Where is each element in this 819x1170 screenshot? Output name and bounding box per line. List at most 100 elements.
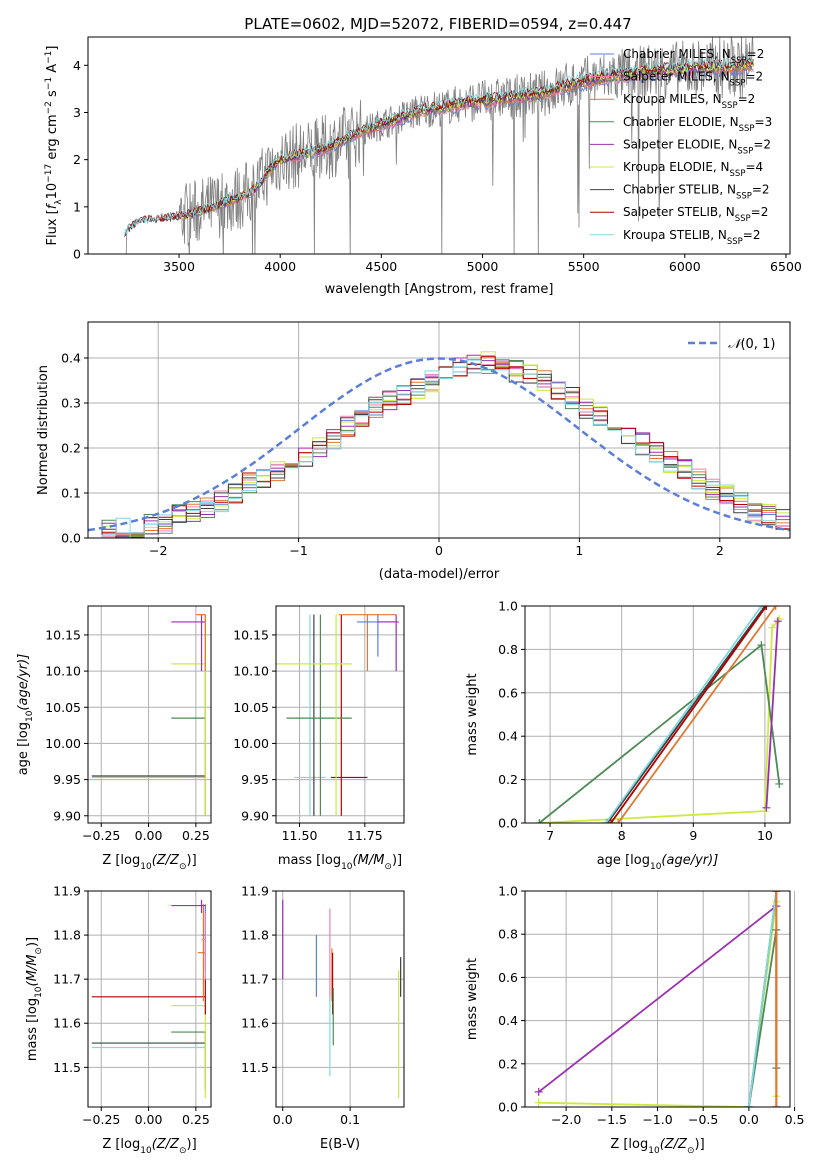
weight-line-salpeter_elodie bbox=[538, 905, 777, 1093]
legend-label: Kroupa MILES, NSSP=2 bbox=[623, 92, 755, 111]
x-tick-label: 0.0 bbox=[273, 1112, 293, 1127]
weight-marker-kroupa_stelib bbox=[601, 819, 610, 823]
y-tick-label: 0 bbox=[73, 247, 81, 262]
y-tick-label: 11.9 bbox=[53, 884, 81, 899]
label-part: 10 bbox=[341, 862, 353, 872]
label-part: Flux [ bbox=[45, 209, 60, 245]
legend-label-text: Salpeter MILES, N bbox=[623, 70, 730, 84]
age_vs_Z-points bbox=[91, 614, 206, 816]
y-tick-label: 0.4 bbox=[498, 1013, 518, 1028]
spectrum-axes: 3500 4000 4500 5000 5500 6000 6500 0 1 2 3 4 Chabrie… bbox=[44, 36, 802, 297]
label-part: (M/M bbox=[353, 853, 385, 868]
legend-label-text: Kroupa ELODIE, N bbox=[623, 160, 730, 174]
y-axis-label: mass weight bbox=[465, 958, 480, 1040]
legend-label-sub: SSP bbox=[739, 124, 755, 134]
y-tick-label: 9.90 bbox=[53, 808, 81, 823]
label-part: 10 bbox=[34, 986, 44, 998]
x-tick-label: −1.0 bbox=[642, 1112, 672, 1127]
label-part: ⊙ bbox=[179, 1146, 187, 1156]
label-part: (Z/Z bbox=[152, 853, 180, 868]
legend-label-eq: =4 bbox=[745, 160, 763, 174]
massweight_vs_Z-axes: −2.0 −1.5 −1.0 −0.5 0.0 0.5 0.0 0.2 0.4 0.6 0.8 1.0… bbox=[465, 884, 805, 1157]
y-axis-label: Flux [fλ10−17 erg cm−2 s−1 A−1] bbox=[44, 46, 64, 246]
label-part: (Z/Z bbox=[660, 1137, 688, 1152]
y-tick-label: 1.0 bbox=[498, 599, 518, 614]
legend-label-text: Kroupa STELIB, N bbox=[623, 228, 727, 242]
axes-frame bbox=[87, 605, 212, 824]
legend-label: Salpeter ELODIE, NSSP=2 bbox=[623, 137, 771, 156]
weight-marker-salpeter_elodie bbox=[762, 803, 771, 812]
label-part: ] bbox=[45, 46, 60, 51]
legend-label-sub: SSP bbox=[727, 237, 743, 247]
y-tick-label: 10.00 bbox=[45, 736, 81, 751]
label-part: )] bbox=[695, 1137, 705, 1152]
x-tick-label: 6500 bbox=[770, 259, 802, 274]
y-tick-label: 0.1 bbox=[61, 486, 81, 501]
y-axis-label: mass [log10(M/M⊙)] bbox=[25, 937, 44, 1061]
y-tick-label: 10.15 bbox=[45, 627, 81, 642]
label-part: s bbox=[45, 90, 60, 101]
x-tick-label: −0.25 bbox=[82, 828, 120, 843]
x-tick-label: 5500 bbox=[568, 259, 600, 274]
x-tick-label: 0.25 bbox=[182, 828, 210, 843]
y-tick-label: 10.05 bbox=[233, 700, 269, 715]
x-axis-label: Z [log10(Z/Z⊙)] bbox=[102, 1137, 196, 1156]
x-tick-label: 10 bbox=[757, 828, 773, 843]
x-tick-label: 11.75 bbox=[347, 828, 383, 843]
weight-line-salpeter_stelib bbox=[610, 606, 768, 823]
y-tick-label: 4 bbox=[73, 58, 81, 73]
label-part: Z [log bbox=[102, 853, 140, 868]
x-tick-label: 0.00 bbox=[135, 1112, 163, 1127]
weight-marker-chabrier_elodie bbox=[757, 641, 766, 650]
legend-normal-label: 𝒩(0, 1) bbox=[728, 337, 775, 352]
label-part: f bbox=[45, 202, 60, 209]
x-axis-label: Z [log10(Z/Z⊙)] bbox=[610, 1137, 704, 1156]
weight-line-chabrier_stelib bbox=[606, 606, 766, 823]
label-part: −1 bbox=[44, 77, 54, 90]
y-tick-label: 0.6 bbox=[498, 685, 518, 700]
y-tick-label: 11.6 bbox=[241, 1016, 269, 1031]
label-part: (Z/Z bbox=[152, 1137, 180, 1152]
label-part: ⊙ bbox=[384, 862, 392, 872]
legend-label: Salpeter MILES, NSSP=2 bbox=[623, 70, 763, 89]
model-line-kroupa_stelib bbox=[124, 55, 754, 237]
legend-label-text: Chabrier ELODIE, N bbox=[623, 115, 739, 129]
weight-line-kroupa_elodie bbox=[539, 618, 780, 823]
legend-label-sub: SSP bbox=[737, 146, 753, 156]
label-part: A bbox=[45, 64, 60, 77]
residuals-axes: −2 −1 0 1 2 0.0 0.1 0.2 0.3 0.4 𝒩(0, 1) (data-model… bbox=[36, 321, 791, 582]
massweight_vs_Z-lines bbox=[534, 891, 781, 1107]
legend-label-sub: SSP bbox=[736, 192, 752, 202]
y-tick-label: 1.0 bbox=[498, 884, 518, 899]
legend-label-eq: =3 bbox=[755, 115, 773, 129]
y-tick-label: 10.10 bbox=[233, 664, 269, 679]
legend-label-sub: SSP bbox=[730, 169, 746, 179]
legend-label: Kroupa ELODIE, NSSP=4 bbox=[623, 160, 763, 179]
y-tick-label: 0.8 bbox=[498, 927, 518, 942]
label-part: )] bbox=[187, 1137, 197, 1152]
y-tick-label: 9.95 bbox=[241, 772, 269, 787]
y-axis-label: mass weight bbox=[465, 673, 480, 755]
axes-frame bbox=[87, 321, 791, 539]
y-tick-label: 11.5 bbox=[53, 1060, 81, 1075]
label-part: Z [log bbox=[102, 1137, 140, 1152]
x-tick-label: 4000 bbox=[264, 259, 296, 274]
legend-label-eq: =2 bbox=[751, 205, 769, 219]
legend-label-sub: SSP bbox=[731, 56, 747, 66]
x-axis-label: mass [log10(M/M⊙)] bbox=[278, 853, 402, 872]
x-tick-label: 6000 bbox=[669, 259, 701, 274]
label-part: ⊙ bbox=[179, 862, 187, 872]
y-tick-label: 0.3 bbox=[61, 396, 81, 411]
weight-marker-salpeter_elodie bbox=[773, 617, 782, 626]
histogram-chabrier_stelib bbox=[88, 361, 790, 538]
axes-frame bbox=[524, 605, 791, 824]
legend-normal-args: (0, 1) bbox=[740, 337, 775, 352]
spectrum-data-line bbox=[124, 37, 754, 254]
label-part: (age/yr)] bbox=[16, 654, 31, 711]
x-axis-label: age [log10(age/yr)] bbox=[597, 853, 719, 872]
legend-label: Salpeter STELIB, NSSP=2 bbox=[623, 205, 768, 224]
x-axis-label: Z [log10(Z/Z⊙)] bbox=[102, 853, 196, 872]
